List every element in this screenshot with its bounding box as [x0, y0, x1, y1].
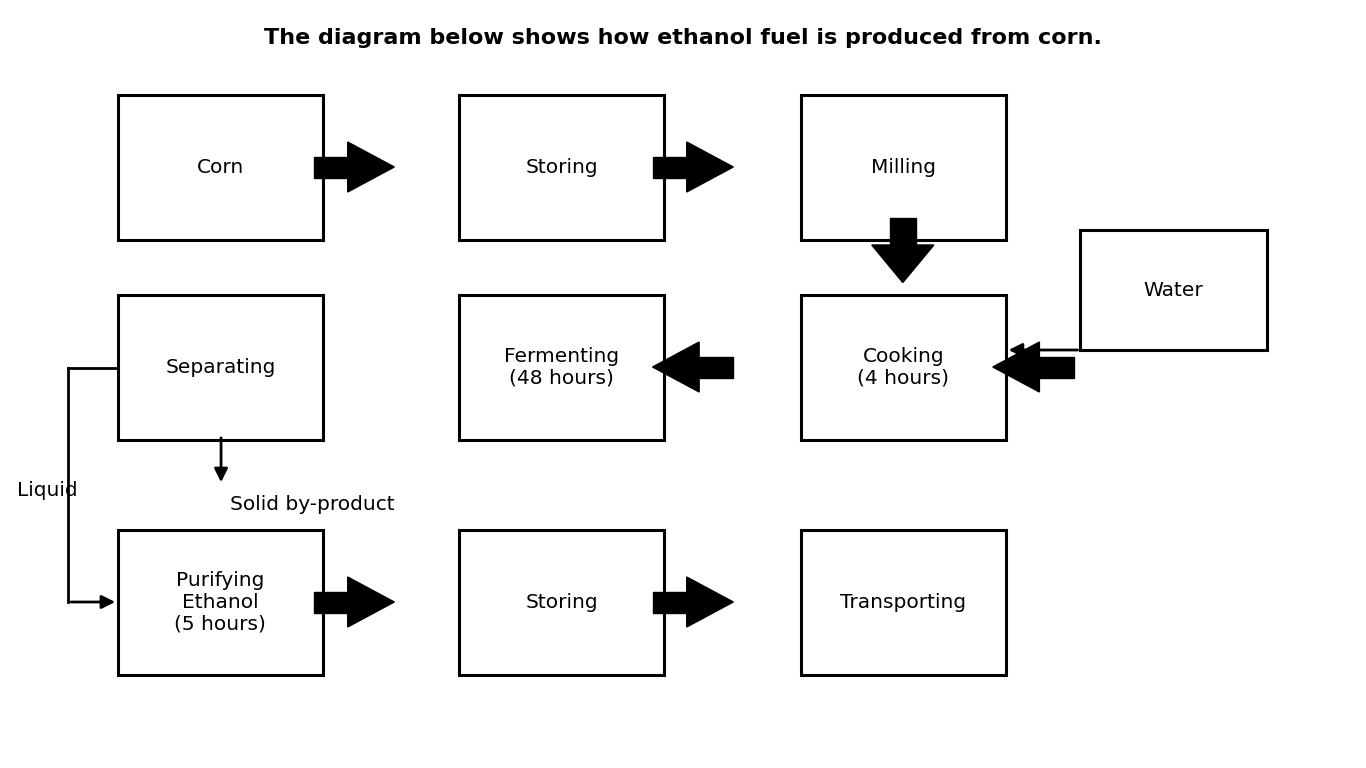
Bar	[117, 95, 322, 240]
Bar	[1081, 230, 1266, 350]
Text: Storing: Storing	[526, 158, 598, 177]
Polygon shape	[314, 591, 348, 613]
Polygon shape	[687, 577, 734, 627]
Text: Liquid: Liquid	[18, 481, 78, 499]
Text: Water: Water	[1143, 280, 1203, 300]
Polygon shape	[993, 342, 1040, 392]
Polygon shape	[699, 356, 734, 378]
Text: Transporting: Transporting	[840, 593, 967, 612]
Text: Solid by-product: Solid by-product	[229, 495, 395, 515]
Polygon shape	[872, 245, 934, 283]
Bar	[117, 530, 322, 675]
Polygon shape	[1040, 356, 1074, 378]
Bar	[459, 95, 664, 240]
Polygon shape	[653, 591, 687, 613]
Polygon shape	[653, 157, 687, 177]
Text: Fermenting
(48 hours): Fermenting (48 hours)	[504, 347, 620, 388]
Bar	[459, 530, 664, 675]
Text: The diagram below shows how ethanol fuel is produced from corn.: The diagram below shows how ethanol fuel…	[264, 28, 1102, 48]
Text: Separating: Separating	[165, 358, 276, 377]
Text: Milling: Milling	[872, 158, 936, 177]
Bar	[800, 530, 1005, 675]
Polygon shape	[889, 217, 915, 245]
Bar	[800, 295, 1005, 440]
Polygon shape	[687, 142, 734, 192]
Polygon shape	[314, 157, 348, 177]
Bar	[459, 295, 664, 440]
Text: Purifying
Ethanol
(5 hours): Purifying Ethanol (5 hours)	[175, 571, 266, 634]
Text: Storing: Storing	[526, 593, 598, 612]
Text: Corn: Corn	[197, 158, 245, 177]
Polygon shape	[653, 342, 699, 392]
Text: Cooking
(4 hours): Cooking (4 hours)	[858, 347, 949, 388]
Bar	[117, 295, 322, 440]
Bar	[800, 95, 1005, 240]
Polygon shape	[348, 142, 395, 192]
Polygon shape	[348, 577, 395, 627]
